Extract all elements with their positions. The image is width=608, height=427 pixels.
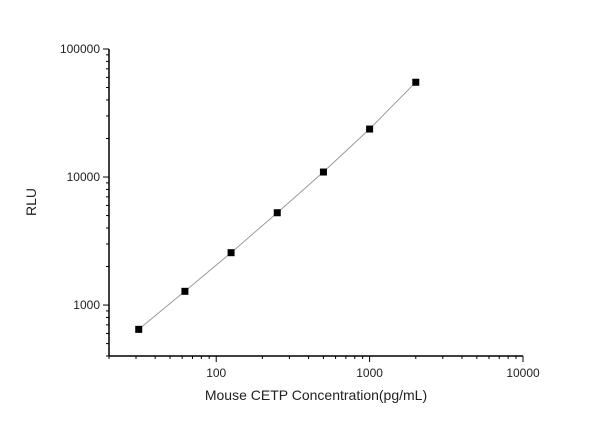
x-axis-label: Mouse CETP Concentration(pg/mL)	[205, 387, 427, 403]
data-point	[227, 249, 235, 257]
x-tick-label: 1000	[356, 366, 383, 380]
data-point	[412, 78, 420, 86]
curve	[138, 81, 417, 330]
y-axis-label: RLU	[23, 188, 39, 216]
data-point	[135, 325, 143, 333]
x-tick-label: 100	[206, 366, 226, 380]
y-tick-label: 10000	[67, 170, 101, 184]
axes: 100 1000 10000 1000 10000 100000	[60, 42, 540, 380]
x-tick-label: 10000	[506, 366, 540, 380]
data-point	[181, 287, 189, 295]
data-point	[319, 168, 327, 176]
curve-line	[138, 81, 417, 330]
data-point	[366, 125, 374, 133]
data-point	[273, 209, 281, 217]
y-tick-label: 1000	[73, 298, 100, 312]
data-points	[135, 78, 420, 333]
y-tick-label: 100000	[60, 42, 100, 56]
